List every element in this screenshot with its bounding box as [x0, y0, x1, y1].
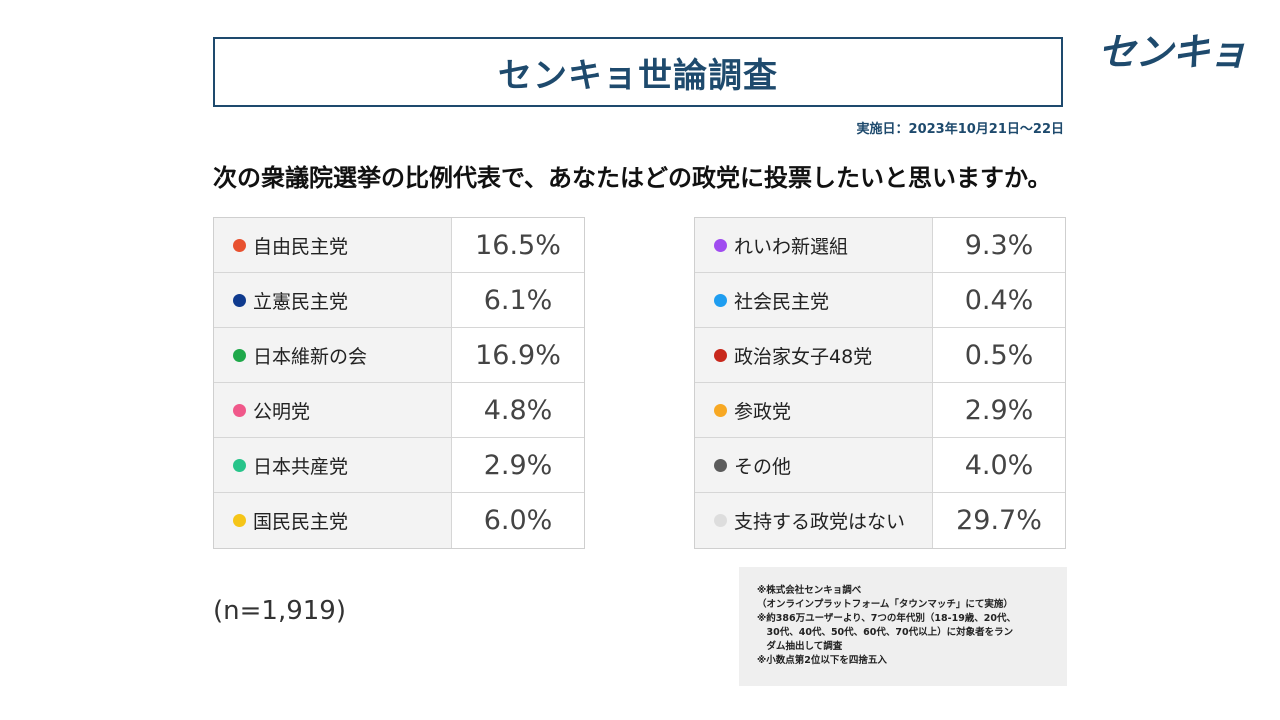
party-name: 支持する政党はない	[734, 511, 906, 533]
table-row: 日本維新の会 16.9%	[214, 328, 584, 383]
party-color-dot-icon	[233, 403, 246, 417]
party-name: 日本維新の会	[253, 345, 368, 368]
party-percentage: 0.5%	[933, 328, 1065, 382]
survey-date: 実施日：2023年10月21日～22日	[856, 122, 1064, 137]
results-table-right: れいわ新選組 9.3% 社会民主党 0.4% 政治家女子48党 0.5% 参政党 2.9% その…	[694, 217, 1066, 549]
table-row: 立憲民主党 6.1%	[214, 273, 584, 328]
party-color-dot-icon	[714, 514, 727, 527]
survey-notes: ※株式会社センキョ調べ （オンラインプラットフォーム「タウンマッチ」にて実施） ※約…	[739, 567, 1067, 686]
party-percentage: 16.5%	[452, 218, 584, 272]
table-row: 自由民主党 16.5%	[214, 218, 584, 273]
party-percentage: 4.8%	[452, 383, 584, 437]
party-name: 公明党	[253, 400, 311, 423]
party-percentage: 6.1%	[452, 273, 584, 327]
party-name: その他	[734, 455, 792, 478]
party-label-cell: 支持する政党はない	[695, 493, 933, 548]
party-label-cell: れいわ新選組	[695, 218, 933, 272]
party-percentage: 2.9%	[933, 383, 1065, 437]
party-name: 参政党	[734, 400, 792, 423]
party-name: れいわ新選組	[734, 235, 849, 258]
note-line: （オンラインプラットフォーム「タウンマッチ」にて実施）	[757, 599, 1013, 610]
note-line: ダム抽出して調査	[757, 641, 843, 652]
page-title: センキョ世論調査	[498, 55, 778, 96]
party-name: 立憲民主党	[253, 290, 349, 313]
party-color-dot-icon	[233, 238, 246, 252]
table-row: 公明党 4.8%	[214, 383, 584, 438]
party-name: 国民民主党	[253, 511, 349, 533]
party-percentage: 2.9%	[452, 438, 584, 492]
party-label-cell: 国民民主党	[214, 493, 452, 548]
party-label-cell: 社会民主党	[695, 273, 933, 327]
party-percentage: 0.4%	[933, 273, 1065, 327]
table-row: 国民民主党 6.0%	[214, 493, 584, 548]
party-label-cell: 自由民主党	[214, 218, 452, 272]
party-color-dot-icon	[714, 458, 727, 472]
note-line: ※株式会社センキョ調べ	[757, 585, 862, 596]
party-percentage: 16.9%	[452, 328, 584, 382]
table-row: 支持する政党はない 29.7%	[695, 493, 1065, 548]
results-table-left: 自由民主党 16.5% 立憲民主党 6.1% 日本維新の会 16.9% 公明党 4.8% 日本共…	[213, 217, 585, 549]
party-label-cell: 日本共産党	[214, 438, 452, 492]
table-row: 日本共産党 2.9%	[214, 438, 584, 493]
brand-logo: センキョ	[1097, 29, 1247, 74]
note-line: 30代、40代、50代、60代、70代以上）に対象者をラン	[757, 627, 1014, 638]
party-color-dot-icon	[233, 348, 246, 362]
table-row: その他 4.0%	[695, 438, 1065, 493]
party-label-cell: 参政党	[695, 383, 933, 437]
party-label-cell: 政治家女子48党	[695, 328, 933, 382]
party-name: 日本共産党	[253, 455, 349, 478]
party-percentage: 6.0%	[452, 493, 584, 548]
table-row: 政治家女子48党 0.5%	[695, 328, 1065, 383]
party-color-dot-icon	[714, 293, 727, 307]
party-color-dot-icon	[233, 514, 246, 527]
party-color-dot-icon	[714, 403, 727, 417]
title-box: センキョ世論調査	[213, 37, 1063, 107]
table-row: れいわ新選組 9.3%	[695, 218, 1065, 273]
table-row: 社会民主党 0.4%	[695, 273, 1065, 328]
party-color-dot-icon	[233, 458, 246, 472]
survey-question: 次の衆議院選挙の比例代表で、あなたはどの政党に投票したいと思いますか。	[213, 164, 1052, 192]
note-line: ※小数点第2位以下を四捨五入	[757, 655, 887, 666]
party-percentage: 9.3%	[933, 218, 1065, 272]
party-color-dot-icon	[233, 293, 246, 307]
table-row: 参政党 2.9%	[695, 383, 1065, 438]
party-label-cell: 立憲民主党	[214, 273, 452, 327]
sample-size: (n=1,919)	[213, 596, 346, 626]
party-percentage: 29.7%	[933, 493, 1065, 548]
party-label-cell: 公明党	[214, 383, 452, 437]
party-name: 社会民主党	[734, 290, 830, 313]
party-color-dot-icon	[714, 238, 727, 252]
party-percentage: 4.0%	[933, 438, 1065, 492]
party-color-dot-icon	[714, 348, 727, 362]
note-line: ※約386万ユーザーより、7つの年代別（18-19歳、20代、	[757, 613, 1017, 624]
party-label-cell: その他	[695, 438, 933, 492]
party-label-cell: 日本維新の会	[214, 328, 452, 382]
party-name: 自由民主党	[253, 235, 349, 258]
party-name: 政治家女子48党	[734, 345, 873, 368]
